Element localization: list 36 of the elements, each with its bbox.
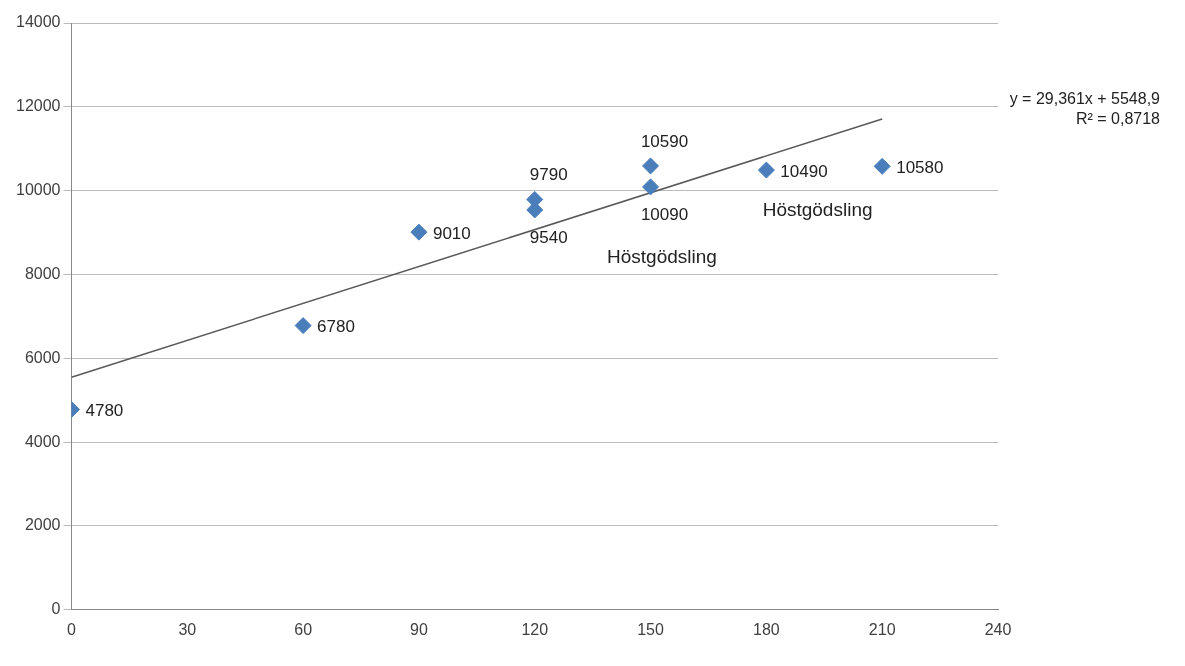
data-label: 9790: [529, 165, 568, 185]
data-label: 10590: [640, 131, 689, 151]
point: [410, 223, 428, 241]
y-tick-label: 2000: [24, 516, 61, 534]
point: [294, 317, 312, 335]
text: y = 29,361x + 5548,9: [1009, 89, 1161, 107]
x-tick-label: 90: [410, 620, 428, 638]
y-tick-label: 10000: [15, 181, 61, 199]
point: [642, 157, 660, 175]
point: [873, 157, 891, 175]
y-tick-label: 6000: [24, 348, 61, 366]
annotation: Höstgödsling: [607, 245, 717, 267]
x-tick-label: 150: [637, 620, 664, 638]
x-tick-label: 210: [868, 620, 896, 638]
y-tick-label: 8000: [24, 264, 61, 282]
annotation: Höstgödsling: [762, 199, 873, 221]
y-tick-label: 14000: [15, 13, 61, 31]
x-tick-label: 180: [753, 620, 780, 638]
data-label: 9540: [529, 227, 568, 247]
data-label: 9010: [432, 223, 471, 243]
x-tick-label: 0: [67, 620, 77, 638]
y-tick-label: 12000: [15, 97, 61, 115]
data-label: 10090: [640, 204, 689, 224]
data-label: 10490: [780, 161, 828, 181]
y-tick-label: 0: [51, 600, 61, 618]
x-tick-label: 240: [984, 620, 1012, 638]
data-label: 10580: [896, 158, 944, 178]
x-tick-label: 30: [178, 620, 197, 638]
data-label: 6780: [317, 317, 355, 337]
point: [757, 161, 775, 179]
text: R² = 0,8718: [1075, 110, 1161, 128]
y-tick-label: 4000: [24, 432, 61, 450]
x-tick-label: 60: [294, 620, 313, 638]
x-tick-label: 120: [521, 620, 549, 638]
point: [642, 178, 660, 196]
data-label: 4780: [85, 401, 124, 421]
